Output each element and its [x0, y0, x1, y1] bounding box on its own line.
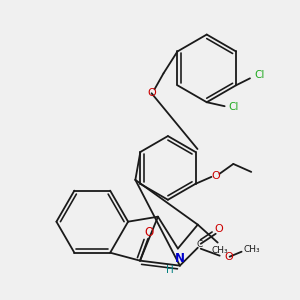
Text: C: C	[196, 240, 203, 249]
Text: CH₃: CH₃	[244, 245, 260, 254]
Text: N: N	[175, 252, 185, 265]
Text: CH₃: CH₃	[212, 246, 228, 255]
Text: O: O	[147, 88, 156, 98]
Text: O: O	[144, 226, 154, 239]
Text: O: O	[211, 171, 220, 181]
Text: O: O	[225, 252, 233, 262]
Text: O: O	[214, 224, 223, 234]
Text: Cl: Cl	[254, 70, 264, 80]
Text: H: H	[166, 266, 174, 275]
Text: Cl: Cl	[229, 102, 239, 112]
